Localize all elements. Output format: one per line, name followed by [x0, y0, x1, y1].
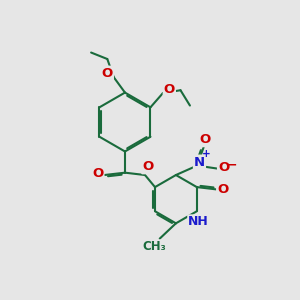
Text: NH: NH — [188, 215, 209, 228]
Text: O: O — [142, 160, 154, 173]
Text: N: N — [194, 156, 205, 169]
Text: O: O — [164, 83, 175, 96]
Text: O: O — [218, 161, 229, 174]
Text: O: O — [92, 167, 104, 180]
Text: CH₃: CH₃ — [142, 240, 166, 254]
Text: O: O — [217, 183, 228, 196]
Text: O: O — [199, 133, 210, 146]
Text: −: − — [226, 158, 237, 172]
Text: O: O — [102, 67, 113, 80]
Text: +: + — [202, 149, 211, 159]
